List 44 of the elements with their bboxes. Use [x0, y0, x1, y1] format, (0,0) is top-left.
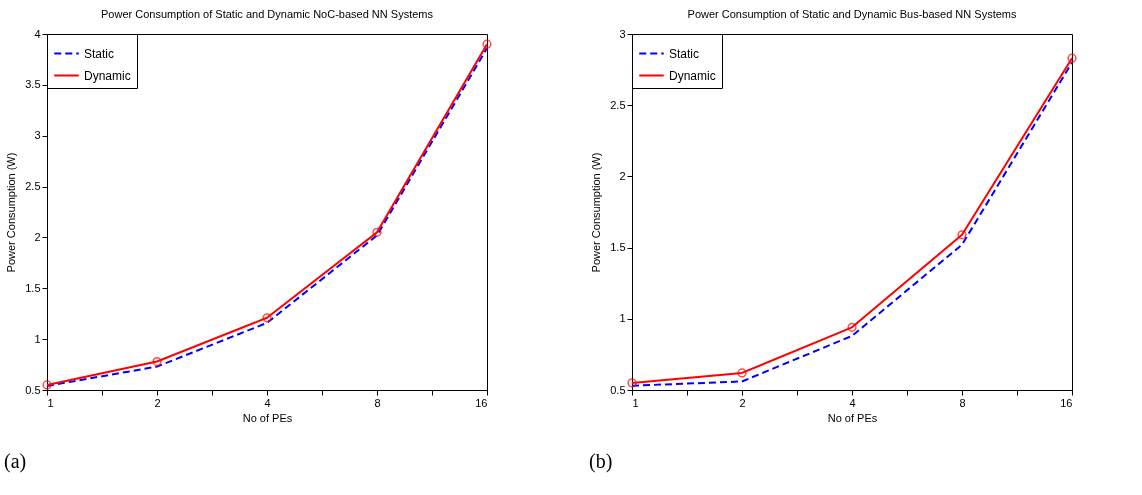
x-tick-label: 4	[849, 396, 856, 409]
text: (a)	[4, 450, 28, 473]
x-tick-label: 16	[1060, 396, 1073, 409]
y-tick-label: 2	[34, 230, 41, 243]
x-axis-title: No of PEs	[242, 411, 293, 424]
point	[262, 313, 272, 323]
y-tick-label: 2.5	[25, 180, 41, 193]
y-tick-label: 2.5	[610, 98, 626, 111]
x-tick-label: 4	[264, 396, 271, 409]
x-tick-label: 2	[739, 396, 746, 409]
y-tick-label: 3.5	[25, 78, 41, 91]
x-tick-label: 8	[959, 396, 966, 409]
y-tick-label: 4	[34, 27, 41, 40]
chart-title: Power Consumption of Static and Dynamic NoC-based NN Systems	[101, 8, 434, 20]
point	[1067, 53, 1077, 63]
y-tick-label: 0.5	[610, 383, 626, 396]
point	[847, 322, 857, 332]
y-tick-label: 1	[619, 312, 626, 325]
point	[737, 368, 747, 378]
x-tick-label: 16	[475, 396, 488, 409]
point	[482, 39, 492, 49]
point	[957, 230, 967, 240]
y-tick-label: 3	[34, 129, 41, 142]
x-tick-label: 1	[632, 396, 639, 409]
y-tick-label: 2	[619, 169, 626, 182]
x-tick-label: 8	[374, 396, 381, 409]
point	[372, 227, 382, 237]
y-tick-label: 1	[34, 332, 41, 345]
point	[152, 356, 162, 367]
legend-label: Static	[84, 46, 115, 61]
y-tick-label: 1.5	[610, 241, 626, 254]
y-axis-title: Power Consumption (W)	[590, 152, 603, 273]
y-axis-title: Power Consumption (W)	[5, 152, 18, 273]
chart-title: Power Consumption of Static and Dynamic Bus-based NN Systems	[687, 8, 1017, 20]
legend-label: Dynamic	[669, 68, 716, 83]
legend-label: Static	[669, 46, 700, 61]
y-tick-label: 1.5	[25, 281, 41, 294]
y-tick-label: 0.5	[25, 383, 41, 396]
y-tick-label: 3	[619, 27, 626, 40]
text: (b)	[589, 450, 614, 473]
x-tick-label: 1	[47, 396, 54, 409]
legend-label: Dynamic	[84, 68, 131, 83]
x-tick-label: 2	[154, 396, 161, 409]
x-axis-title: No of PEs	[827, 411, 878, 424]
